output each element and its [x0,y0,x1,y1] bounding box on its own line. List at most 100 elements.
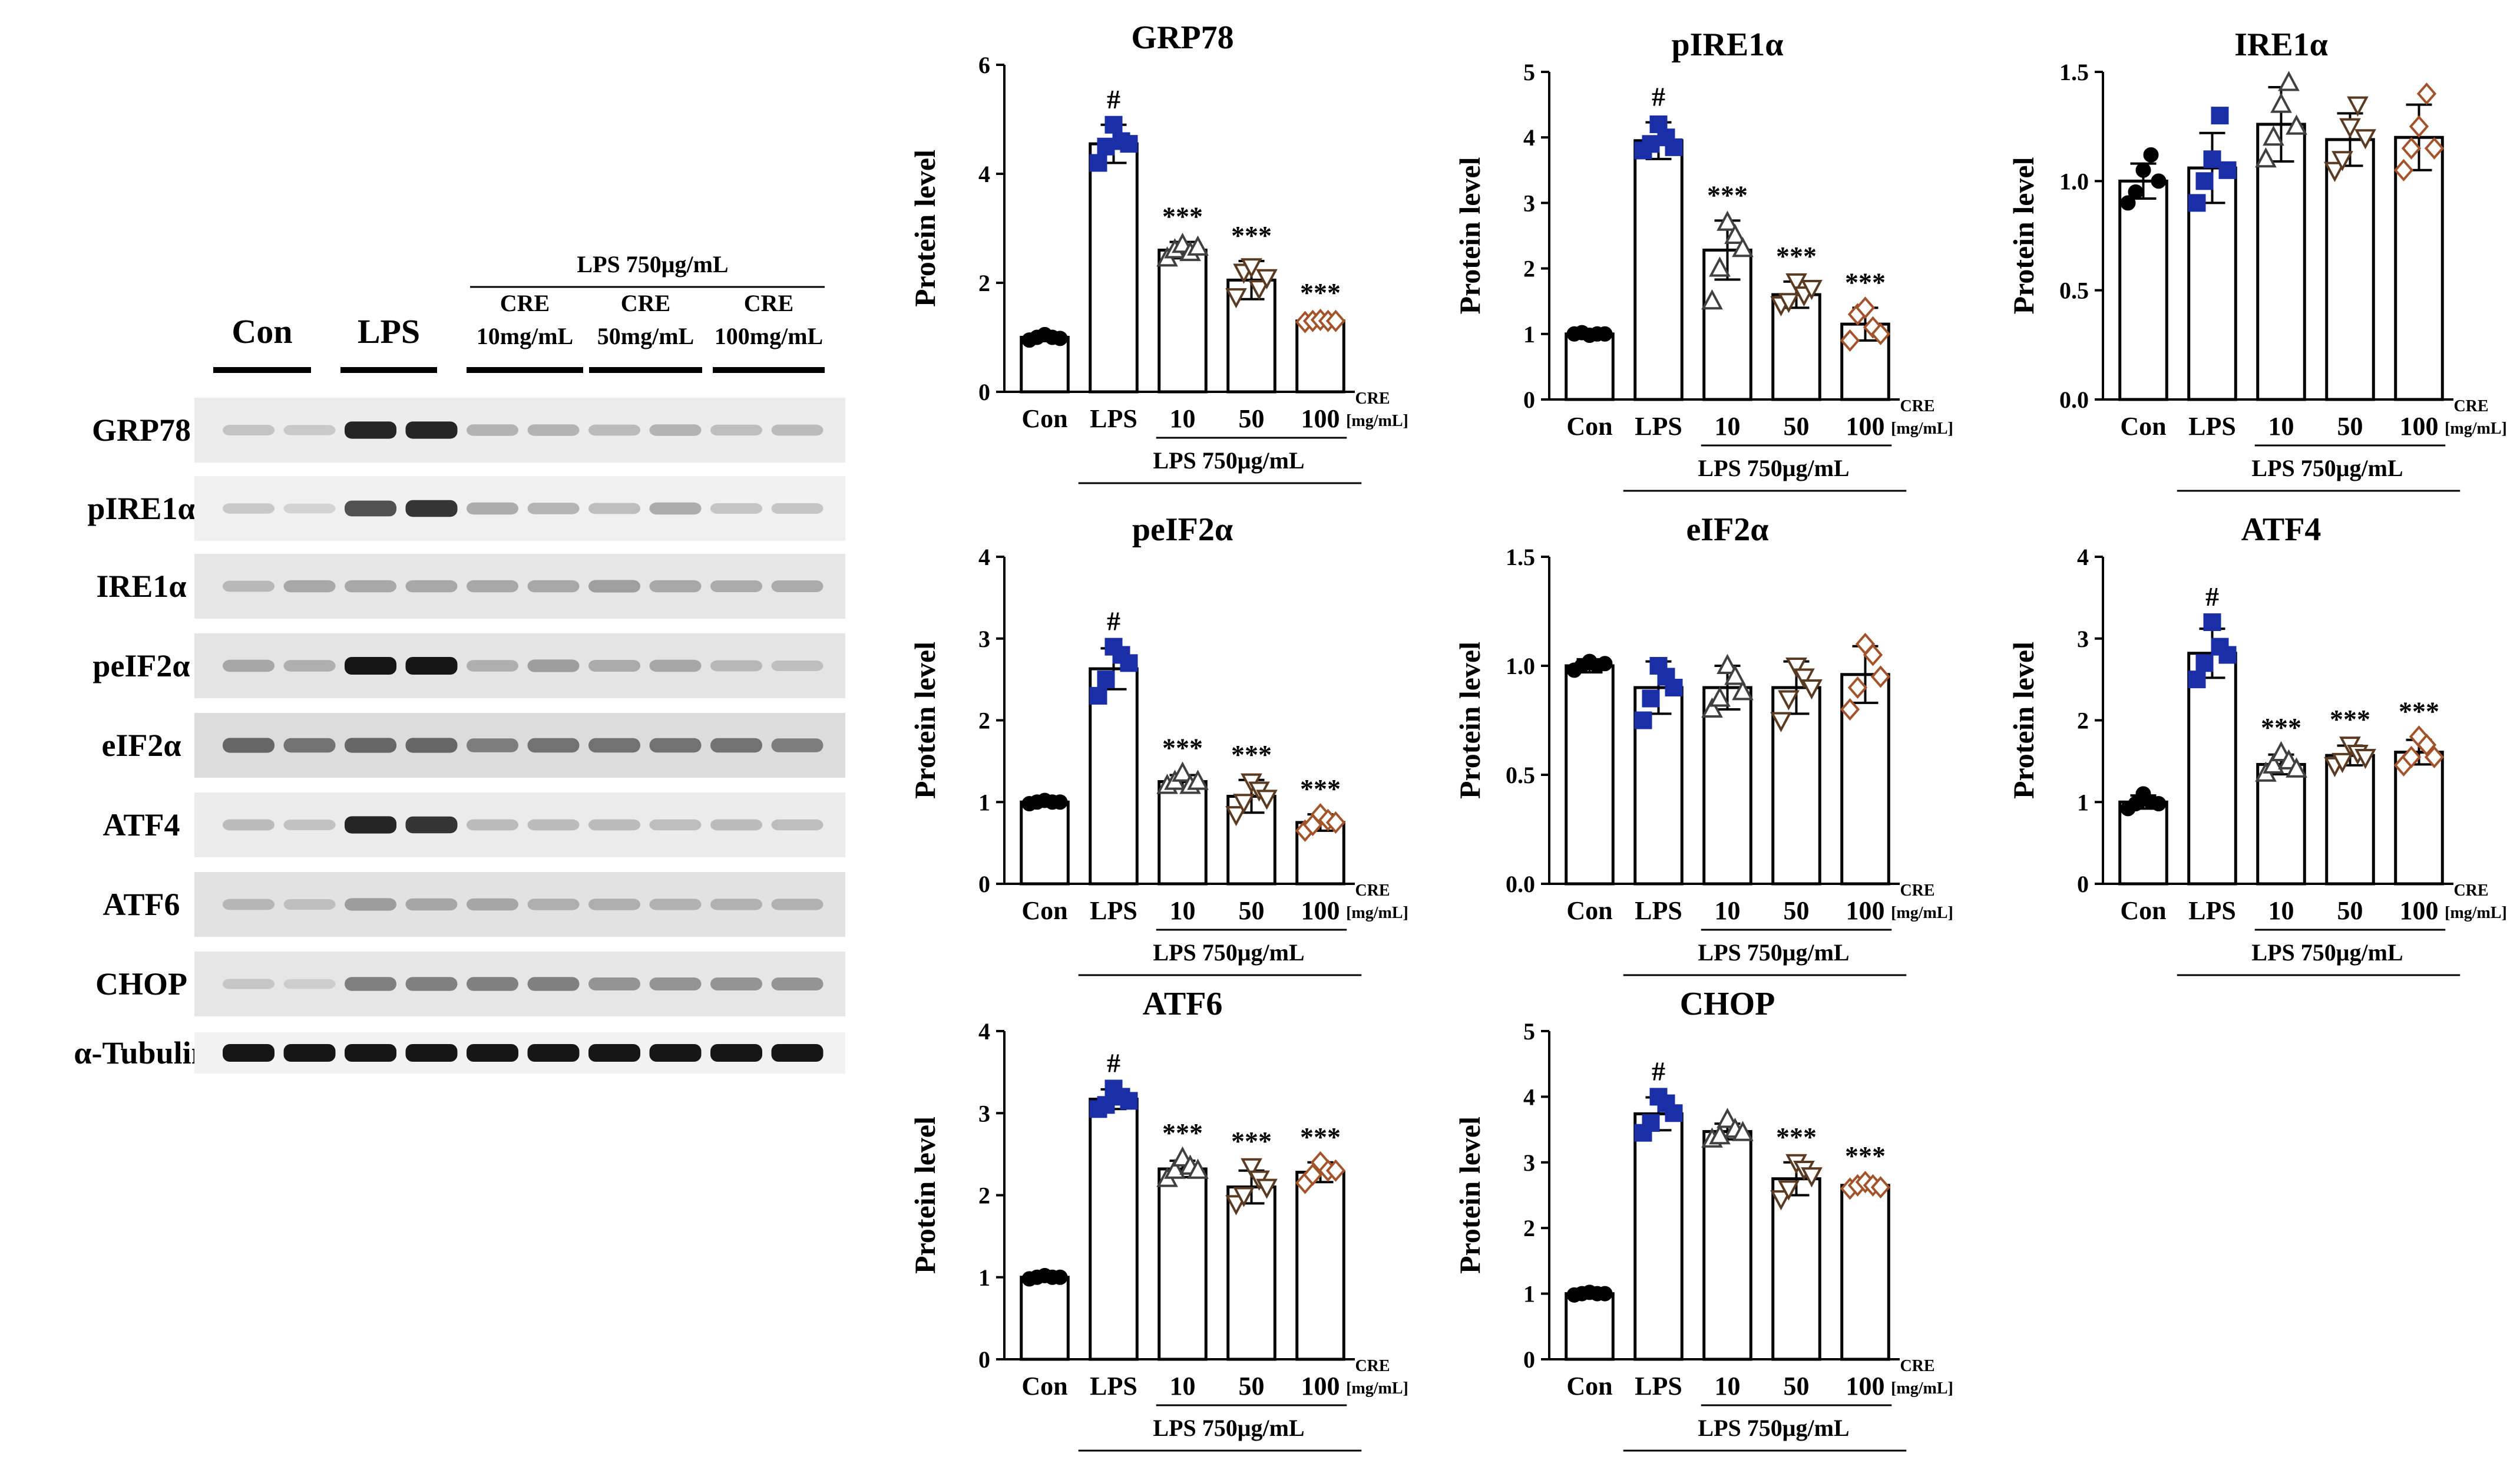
data-point [1778,293,1800,313]
blot-band [588,424,640,436]
significance-label: *** [1162,202,1203,232]
y-tick-label: 5 [1523,1018,1535,1045]
data-point [1187,1158,1209,1179]
blot-band [649,899,702,910]
data-point [1256,1178,1278,1199]
data-point [2416,82,2437,105]
y-tick-label: 3 [2077,626,2089,652]
data-point [1778,1180,1800,1201]
x-tick-label: 10 [1170,1372,1196,1401]
x-tick-label: Con [1566,412,1612,441]
blot-band [710,424,762,436]
significance-label: *** [1845,1141,1886,1171]
x-tick-label: 50 [2337,896,2363,925]
data-point [1172,761,1193,782]
blot-band [283,820,336,830]
x-tick-label: LPS [2188,896,2236,925]
y-axis-label: Protein level [2007,157,2040,314]
blot-band [649,819,702,831]
cre-label: CRE [1900,1357,1934,1375]
x-tick-label: 50 [2337,412,2363,441]
data-point [2409,115,2429,138]
bar-chart-panel: ATF6 Protein level 0 1 2 3 4 Con # LPS *** 10 *** 50 *… [908,986,1408,1452]
blot-band [527,819,580,831]
blot-band [467,1044,518,1062]
data-point [2218,646,2237,664]
blot-band [527,503,580,514]
unit-label: [mg/mL] [1891,420,1953,438]
data-point [1717,1108,1738,1128]
blot-band [345,977,396,991]
bar [1158,1167,1208,1361]
data-point [1104,115,1123,134]
y-tick-label: 0.0 [2059,387,2089,413]
blot-row-label: IRE1α [96,569,186,604]
bar [1020,800,1070,886]
data-point [2324,161,2346,183]
blot-band [649,738,702,753]
blot-band [405,1044,458,1062]
blot-band [771,503,824,514]
unit-label: [mg/mL] [1346,412,1408,430]
unit-label: [mg/mL] [1346,904,1408,922]
blot-group-labels: Con LPS CRE 10mg/mL CRE 50mg/mL CRE 100mg/mL [213,290,825,373]
x-tick-label: 10 [1715,412,1741,441]
chart-title: ATF4 [2241,511,2321,548]
significance-label: *** [1845,267,1886,297]
data-point [1801,279,1823,300]
western-blot-panel: LPS 750μg/mL Con LPSCRE10mg/mLCRE50mg/mLC… [74,251,845,1074]
y-tick-label: 4 [1523,1084,1535,1110]
blot-band [405,738,458,753]
y-tick-label: 1.5 [1506,544,1535,570]
blot-band [588,580,640,593]
bar [2187,652,2237,886]
bar [1295,1171,1345,1361]
y-tick-label: 6 [978,52,990,78]
blot-band [710,819,762,831]
y-tick-label: 0 [1523,1346,1535,1373]
y-axis-label: Protein level [908,150,941,307]
blot-row-label: eIF2α [101,728,181,763]
x-tick-label: 50 [1239,896,1265,925]
cre-label: CRE [1900,881,1934,900]
data-point [1801,679,1823,700]
blot-band [283,580,336,593]
lps-treatment-label: LPS 750μg/mL [2251,455,2403,481]
data-point [2278,71,2300,91]
y-tick-label: 4 [978,544,990,570]
data-point [1052,331,1068,346]
data-point [2188,671,2206,689]
blot-band [771,580,824,593]
data-point [2151,173,2167,189]
data-point [1120,1092,1138,1110]
data-point [1187,235,1209,256]
y-tick-label: 1 [2077,789,2089,815]
y-tick-label: 2 [1523,1215,1535,1241]
blot-band [527,977,580,991]
x-tick-label: LPS [2188,412,2236,441]
x-tick-label: Con [2120,896,2166,925]
data-point [1089,686,1107,705]
blot-band [345,421,396,439]
blot-band [345,1044,396,1062]
y-tick-label: 2 [978,270,990,296]
blot-band [405,898,458,911]
bar [2256,762,2306,886]
cre-label: CRE [1900,397,1934,415]
data-point [2203,613,2221,631]
blot-band [527,580,580,593]
y-tick-label: 1 [1523,321,1535,348]
bar-chart-panel: GRP78 Protein level 0 2 4 6 Con # LPS *** 10 *** 50 *… [908,19,1408,484]
data-point [2128,796,2144,812]
blot-band [771,899,824,910]
chart-title: ATF6 [1143,986,1223,1022]
x-tick-label: Con [1566,896,1612,925]
x-tick-label: 10 [1170,896,1196,925]
significance-label: # [1107,84,1120,114]
data-point [1052,794,1068,810]
blot-band [283,425,336,435]
data-point [1840,698,1860,721]
x-tick-label: 10 [1715,896,1741,925]
blot-band [223,979,275,989]
data-point [1870,322,1891,345]
